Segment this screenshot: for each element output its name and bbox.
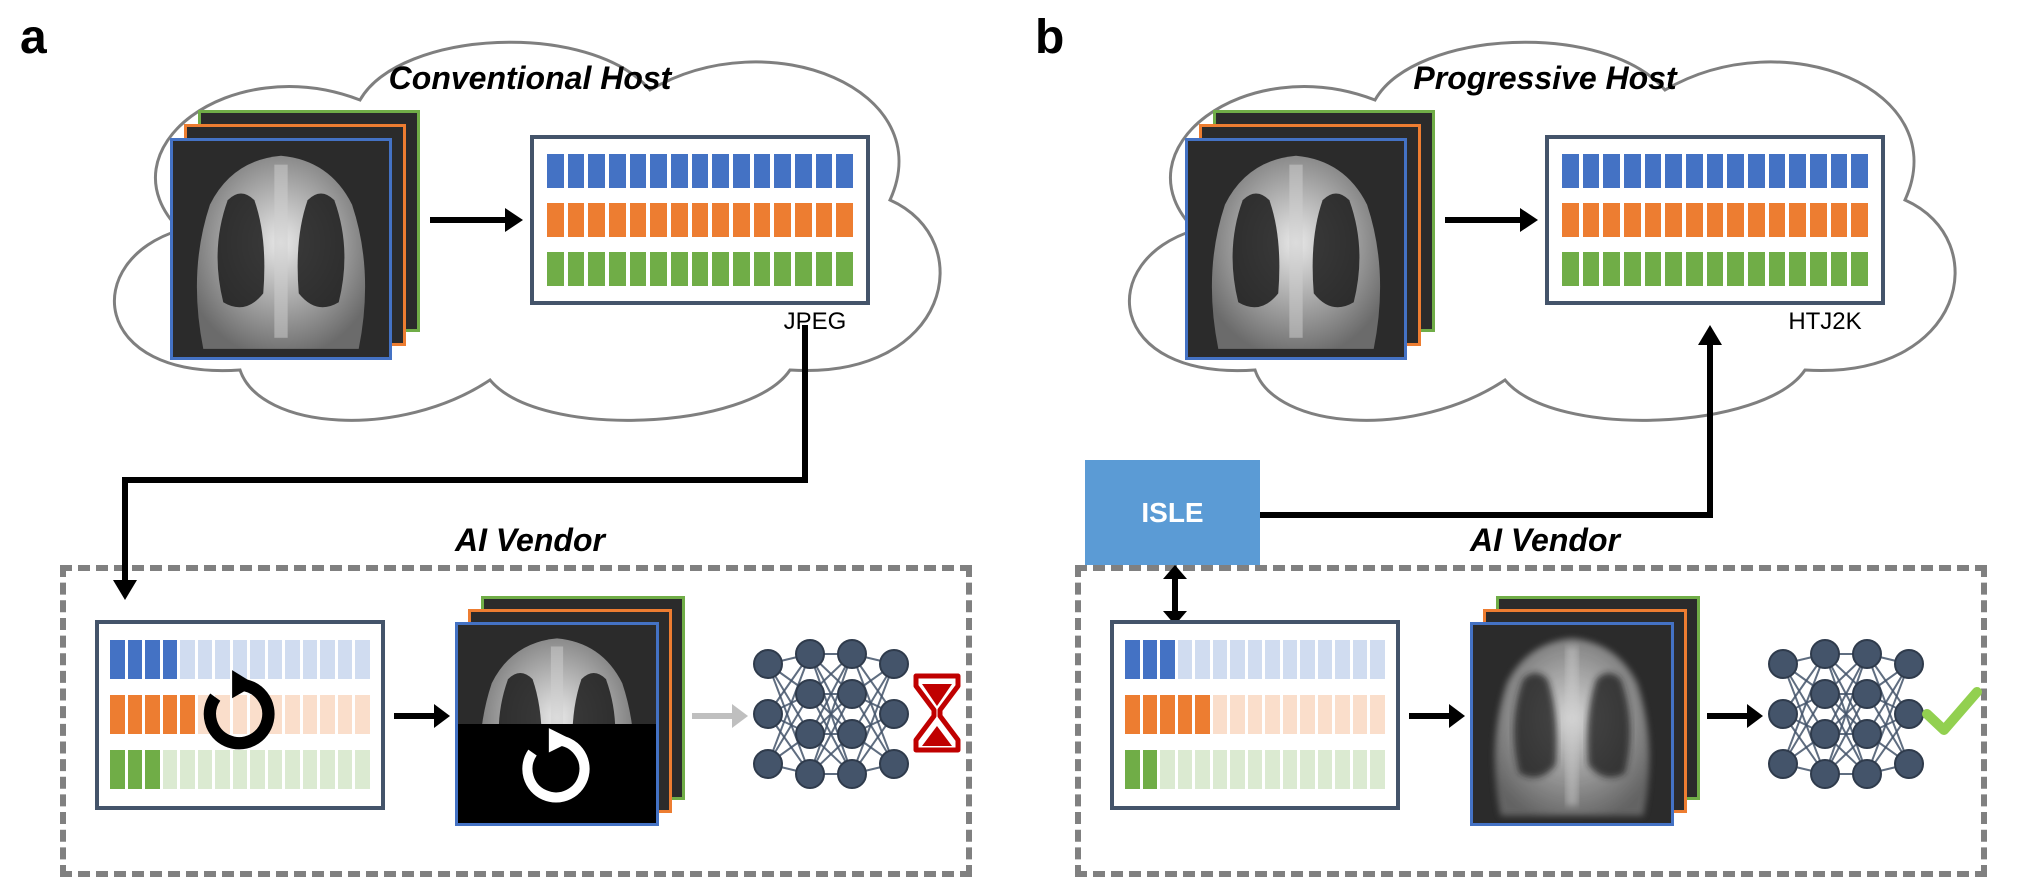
- check-icon: [1922, 682, 1982, 742]
- encoding-box-cloud-a: [530, 135, 870, 305]
- double-arrow-isle: [1155, 565, 1195, 625]
- arrow-b1: [1440, 200, 1540, 240]
- arrow-b-to-cloud: [1260, 320, 1730, 530]
- xray-stack-vendor-b: [1470, 596, 1700, 826]
- encoding-box-cloud-b: [1545, 135, 1885, 305]
- neural-net-b: [1765, 614, 1925, 814]
- arrow-a2: [392, 696, 452, 736]
- xray-stack-vendor-a: [455, 596, 685, 826]
- isle-box: ISLE: [1085, 460, 1260, 565]
- xray-stack-cloud-a: [170, 110, 420, 360]
- arrow-a1: [425, 200, 525, 240]
- arrow-b3: [1705, 696, 1765, 736]
- host-title-a: Conventional Host: [330, 60, 730, 97]
- host-title-b: Progressive Host: [1345, 60, 1745, 97]
- arrow-a3: [690, 696, 750, 736]
- hourglass-icon: [912, 672, 962, 754]
- codec-label-b: HTJ2K: [1765, 308, 1885, 336]
- arrow-b2: [1407, 696, 1467, 736]
- panel-letter-a: a: [20, 10, 47, 65]
- neural-net-a: [750, 614, 910, 814]
- encoding-box-vendor-b: [1110, 620, 1400, 810]
- arrow-a-down: [105, 325, 825, 605]
- panel-letter-b: b: [1035, 10, 1064, 65]
- isle-label: ISLE: [1141, 497, 1203, 529]
- refresh-icon-a1: [195, 664, 285, 764]
